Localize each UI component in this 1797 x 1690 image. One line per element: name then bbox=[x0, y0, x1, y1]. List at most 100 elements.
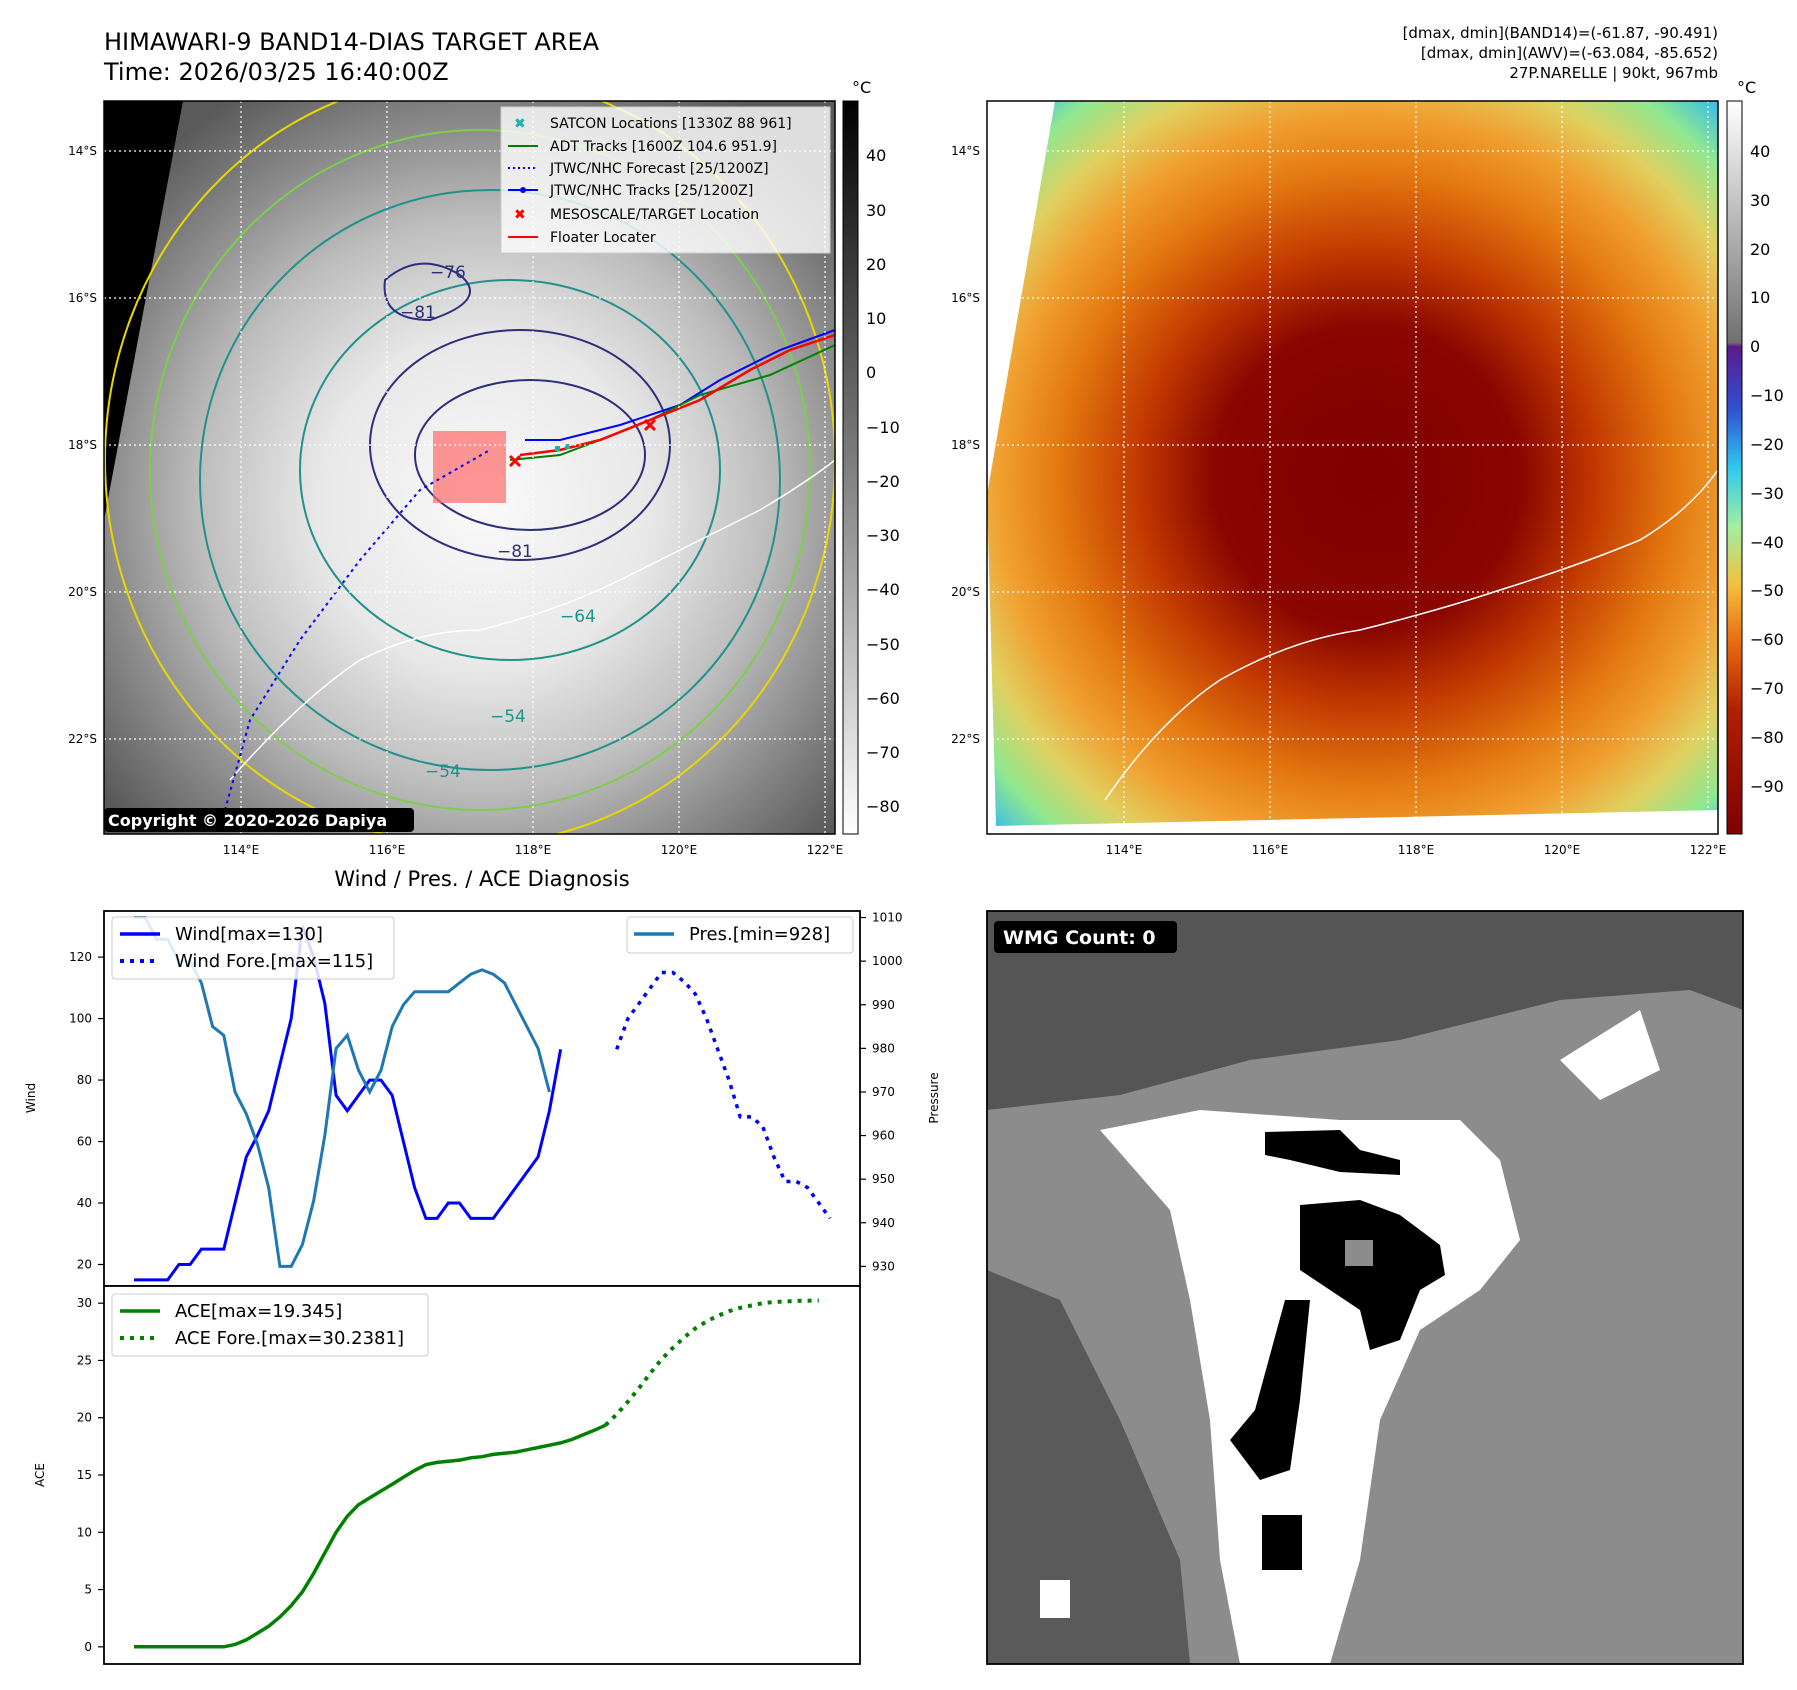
tick-label: 20 bbox=[77, 1411, 92, 1425]
pressure-legend: Pres.[min=928] bbox=[626, 916, 854, 954]
legend-item-mesoscale: ✖ MESOSCALE/TARGET Location bbox=[514, 207, 759, 223]
tick-label: 960 bbox=[872, 1129, 895, 1143]
tick-label: 80 bbox=[77, 1073, 92, 1087]
contour-navy-north bbox=[383, 262, 471, 322]
legend-label: MESOSCALE/TARGET Location bbox=[550, 207, 759, 223]
satcon-markers bbox=[555, 444, 570, 451]
figure-title: HIMAWARI-9 BAND14-DIAS TARGET AREA bbox=[104, 28, 600, 56]
copyright-text: Copyright © 2020-2026 Dapiya bbox=[108, 811, 387, 830]
wmg-black-core-middle bbox=[1300, 1200, 1445, 1350]
wmg-panel: WMG Count: 0 bbox=[986, 910, 1744, 1665]
tick-label: 970 bbox=[872, 1085, 895, 1099]
tick-label: 980 bbox=[872, 1041, 895, 1055]
wind-fore-legend-label: Wind Fore.[max=115] bbox=[175, 951, 373, 972]
cbar-tick: −10 bbox=[1750, 386, 1784, 405]
wmg-black-core-upper bbox=[1265, 1130, 1400, 1175]
legend-item-jtwc-forecast: JTWC/NHC Forecast [25/1200Z] bbox=[508, 161, 769, 177]
info-storm-name: 27P.NARELLE | 90kt, 967mb bbox=[1509, 64, 1718, 82]
tick-label: 0 bbox=[84, 1640, 92, 1654]
ace-legend-box bbox=[111, 1293, 429, 1357]
left-map-legend: ✖ SATCON Locations [1330Z 88 961] ADT Tr… bbox=[500, 106, 831, 254]
cbar-tick: 30 bbox=[866, 201, 886, 220]
mesoscale-markers bbox=[508, 418, 657, 468]
contour-teal-outer bbox=[199, 189, 781, 771]
legend-label: ADT Tracks [1600Z 104.6 951.9] bbox=[550, 139, 777, 155]
cbar-tick: −50 bbox=[866, 635, 900, 654]
mesoscale-target-box bbox=[433, 431, 506, 503]
tick-label: 60 bbox=[77, 1135, 92, 1149]
right-map-gridlines bbox=[987, 101, 1718, 834]
tick-label: 940 bbox=[872, 1216, 895, 1230]
left-map-coastline bbox=[229, 459, 835, 781]
wmg-white-patch bbox=[1040, 1580, 1070, 1618]
wmg-white-upper-right bbox=[1560, 1010, 1660, 1100]
legend-label: JTWC/NHC Forecast [25/1200Z] bbox=[549, 161, 769, 177]
figure-time: Time: 2026/03/25 16:40:00Z bbox=[103, 58, 449, 86]
satcon-symbol: ✖ bbox=[514, 116, 526, 132]
cbar-tick: 10 bbox=[1750, 288, 1770, 307]
lat-label: 18°S bbox=[951, 438, 980, 452]
right-map-imagery bbox=[987, 101, 1718, 826]
pressure-series-line bbox=[134, 916, 551, 1268]
ace-fore-legend-label: ACE Fore.[max=30.2381] bbox=[175, 1328, 404, 1349]
lat-label: 14°S bbox=[951, 144, 980, 158]
contour-label: −64 bbox=[560, 607, 596, 627]
tick-label: 930 bbox=[872, 1259, 895, 1273]
left-map-lat-labels: 14°S 16°S 18°S 20°S 22°S bbox=[68, 144, 97, 746]
jtwc-forecast-track bbox=[224, 449, 491, 811]
wmg-count-label: WMG Count: 0 bbox=[1003, 927, 1156, 949]
cbar-tick: 0 bbox=[866, 363, 876, 382]
lon-label: 120°E bbox=[661, 843, 698, 857]
left-map-lon-labels: 114°E 116°E 118°E 120°E 122°E bbox=[223, 843, 844, 857]
ace-forecast-series-line bbox=[604, 1298, 819, 1427]
cbar-tick: −60 bbox=[866, 689, 900, 708]
contour-yellow bbox=[104, 101, 835, 834]
info-awv-range: [dmax, dmin](AWV)=(-63.084, -85.652) bbox=[1421, 44, 1718, 62]
tick-label: 1010 bbox=[872, 911, 903, 925]
lat-label: 14°S bbox=[68, 144, 97, 158]
cbar-tick: −60 bbox=[1750, 630, 1784, 649]
legend-label: SATCON Locations [1330Z 88 961] bbox=[550, 116, 792, 132]
wind-y-axis-label: Wind bbox=[24, 1083, 38, 1113]
lat-label: 20°S bbox=[951, 585, 980, 599]
pressure-y-axis-label: Pressure bbox=[927, 1072, 941, 1123]
right-map-frame bbox=[986, 100, 1719, 835]
contour-green-outer bbox=[149, 129, 811, 811]
cbar-tick: −70 bbox=[1750, 679, 1784, 698]
lat-label: 22°S bbox=[951, 732, 980, 746]
legend-item-jtwc-tracks: JTWC/NHC Tracks [25/1200Z] bbox=[508, 183, 753, 199]
copyright-box bbox=[104, 808, 414, 832]
lon-label: 118°E bbox=[515, 843, 552, 857]
left-map-contours bbox=[104, 101, 835, 834]
wmg-gray-inner bbox=[1345, 1240, 1373, 1266]
wind-series-line bbox=[134, 925, 563, 1282]
tick-label: 950 bbox=[872, 1172, 895, 1186]
right-map-lat-labels: 14°S 16°S 18°S 20°S 22°S bbox=[951, 144, 980, 746]
tick-label: 40 bbox=[77, 1196, 92, 1210]
contour-navy-inner bbox=[414, 379, 646, 531]
ace-plot-area bbox=[134, 1298, 819, 1649]
cbar-tick: −50 bbox=[1750, 581, 1784, 600]
contour-teal-inner bbox=[299, 279, 721, 661]
left-cbar-ticks: 40 30 20 10 0 −10 −20 −30 −40 −50 −60 −7… bbox=[866, 146, 900, 816]
cbar-tick: −80 bbox=[1750, 728, 1784, 747]
right-colorbar bbox=[1726, 100, 1743, 835]
wind-forecast-series-line bbox=[615, 970, 832, 1220]
tick-label: 10 bbox=[77, 1525, 92, 1539]
lon-label: 122°E bbox=[807, 843, 844, 857]
right-cbar-ticks: 40 30 20 10 0 −10 −20 −30 −40 −50 −60 −7… bbox=[1750, 142, 1784, 796]
cbar-tick: 0 bbox=[1750, 337, 1760, 356]
mesoscale-symbol: ✖ bbox=[514, 207, 526, 223]
cbar-tick: −20 bbox=[1750, 435, 1784, 454]
cbar-tick: 10 bbox=[866, 309, 886, 328]
cbar-tick: −30 bbox=[866, 526, 900, 545]
pressure-y-ticks: 930 940 950 960 970 980 990 1000 1010 bbox=[860, 911, 903, 1273]
cbar-tick: −40 bbox=[1750, 533, 1784, 552]
cbar-tick: −40 bbox=[866, 580, 900, 599]
lat-label: 20°S bbox=[68, 585, 97, 599]
lat-label: 22°S bbox=[68, 732, 97, 746]
cbar-tick: 30 bbox=[1750, 191, 1770, 210]
ace-axes: 0 5 10 15 20 25 30 ACE ACE[max=19.345] ACE For… bbox=[33, 1285, 861, 1665]
contour-label: −54 bbox=[425, 762, 461, 782]
left-map-gridlines bbox=[104, 101, 835, 834]
